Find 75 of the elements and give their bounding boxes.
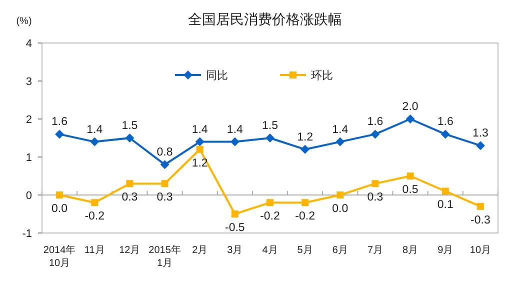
data-label: 0.5 (402, 184, 418, 196)
y-axis-title: (%) (16, 16, 32, 27)
point (230, 137, 240, 146)
legend-label: 同比 (206, 69, 228, 82)
x-tick-label: 2015年 1月 (148, 244, 181, 269)
data-label: 0.3 (156, 192, 173, 204)
point (126, 180, 134, 188)
data-label: 1.3 (472, 128, 488, 140)
point (406, 114, 415, 124)
point (231, 210, 238, 218)
point (440, 130, 450, 139)
point (476, 202, 484, 210)
x-tick-label: 4月 (262, 245, 278, 256)
x-tick-label: 6月 (332, 245, 348, 256)
point (442, 188, 449, 195)
x-tick-label: 11月 (84, 245, 105, 256)
point (302, 199, 309, 206)
y-tick-label: 2 (26, 114, 32, 126)
x-tick-label: 7月 (367, 245, 384, 256)
chart-title: 全国居民消费价格涨跌幅 (188, 11, 342, 27)
data-label: 0.3 (367, 192, 384, 204)
data-label: 1.6 (52, 116, 68, 128)
data-label: 1.6 (437, 116, 454, 128)
data-label: 0.0 (332, 203, 348, 215)
data-label: -0.2 (84, 210, 105, 223)
data-label: 1.4 (86, 124, 104, 136)
data-label: 0.0 (52, 203, 68, 215)
data-label: 2.0 (402, 101, 418, 113)
x-tick-label: 5月 (297, 245, 313, 256)
data-label: -0.5 (225, 222, 245, 234)
point (161, 180, 168, 188)
data-label: 1.2 (297, 131, 314, 144)
x-tick-label: 8月 (402, 245, 418, 256)
legend-label: 环比 (311, 69, 333, 82)
y-tick-label: 3 (26, 76, 32, 88)
point (336, 192, 344, 198)
point (90, 137, 100, 146)
point (160, 160, 170, 170)
x-tick-label: 10月 (470, 245, 492, 256)
x-tick-label: 9月 (438, 245, 454, 256)
point (266, 199, 274, 206)
point (372, 180, 379, 188)
data-label: -0.2 (295, 210, 315, 223)
point (196, 146, 204, 153)
point (370, 130, 380, 139)
data-label: 0.8 (156, 146, 173, 159)
point (56, 192, 64, 198)
data-label: 1.2 (192, 157, 208, 170)
point (55, 130, 64, 139)
data-label: -0.2 (260, 210, 280, 223)
data-label: 1.6 (367, 116, 384, 128)
x-tick-label: 12月 (119, 245, 140, 256)
data-label: 1.5 (122, 120, 138, 132)
x-tick-label: 2月 (192, 245, 208, 256)
point (266, 134, 274, 142)
point (91, 199, 98, 206)
point (476, 141, 485, 150)
point (195, 137, 204, 146)
data-label: 1.4 (226, 124, 244, 136)
data-label: 1.5 (262, 120, 278, 132)
y-tick-label: -1 (22, 228, 32, 240)
point (336, 137, 345, 146)
y-tick-label: 0 (26, 190, 32, 202)
y-tick-label: 1 (26, 152, 32, 164)
data-label: 0.3 (122, 192, 138, 204)
point (300, 144, 310, 154)
data-label: 1.4 (192, 124, 208, 136)
point (125, 134, 134, 142)
data-label: 0.1 (437, 199, 454, 212)
x-tick-label: 2014年 10月 (43, 244, 76, 269)
data-label: 1.4 (332, 124, 349, 136)
x-tick-label: 3月 (227, 245, 243, 256)
point (406, 172, 414, 180)
data-label: -0.3 (470, 214, 490, 226)
y-tick-label: 4 (26, 38, 32, 50)
